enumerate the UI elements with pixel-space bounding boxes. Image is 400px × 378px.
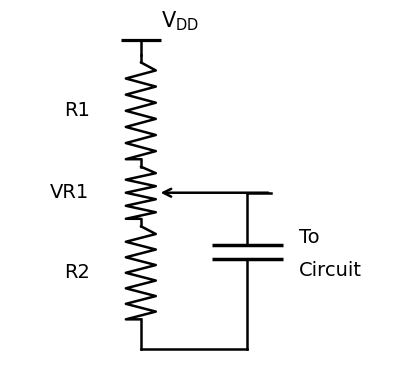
- Text: Circuit: Circuit: [299, 262, 362, 280]
- Text: To: To: [299, 228, 319, 247]
- Text: $\mathsf{V_{DD}}$: $\mathsf{V_{DD}}$: [160, 9, 199, 33]
- Text: VR1: VR1: [50, 183, 90, 202]
- Text: R2: R2: [64, 263, 90, 282]
- Text: R1: R1: [64, 101, 90, 120]
